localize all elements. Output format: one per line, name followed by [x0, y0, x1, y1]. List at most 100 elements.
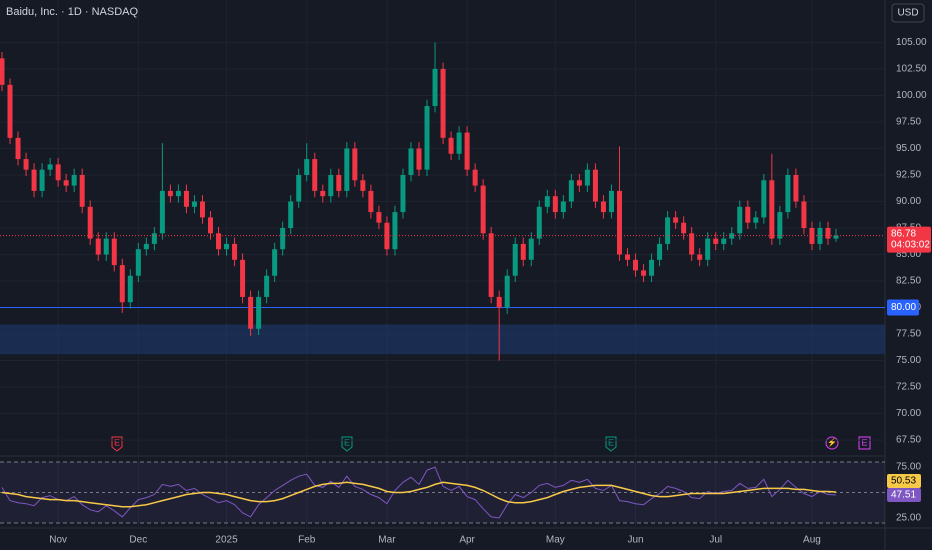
earnings-marker[interactable] [858, 436, 871, 450]
rsi-tick-label: 75.00 [896, 462, 921, 473]
events: E E E ⚡ E [111, 436, 871, 452]
candle-body [753, 217, 759, 223]
candle-body [801, 201, 807, 228]
candle-body [608, 190, 614, 213]
candle-body [496, 296, 502, 308]
candle-body [528, 238, 534, 260]
candle-body [232, 243, 238, 260]
candle-body [127, 275, 133, 303]
candle-body [769, 180, 775, 239]
dividend-marker[interactable] [825, 436, 839, 450]
candle-body [785, 174, 791, 213]
candle-body [456, 132, 462, 154]
candle-body [224, 243, 230, 250]
candle-body [657, 243, 663, 260]
candle-body [512, 243, 518, 276]
x-tick-label: Dec [129, 535, 147, 546]
candle-body [208, 217, 213, 234]
candle-body [328, 174, 334, 197]
candle-body [536, 206, 542, 239]
candle-body [336, 174, 342, 191]
candle-body [55, 164, 61, 181]
candle-body [665, 217, 671, 244]
candle-body [416, 148, 422, 170]
candle-body [809, 228, 815, 244]
candle-body [288, 201, 294, 228]
event-label[interactable]: ⚡ [827, 437, 837, 447]
candle-body [47, 164, 53, 170]
candle-body [216, 233, 222, 250]
candle-body [697, 254, 703, 260]
x-tick-label: Nov [49, 535, 67, 546]
y-tick-label: 67.50 [896, 435, 921, 446]
currency-button[interactable] [891, 3, 925, 23]
rsi-tick-label: 25.00 [896, 513, 921, 524]
event-label[interactable]: E [608, 437, 614, 447]
candle-body [504, 275, 510, 308]
candle-body [119, 265, 125, 303]
candle-body [304, 159, 310, 175]
candle-body [344, 148, 350, 191]
y-tick-label: 95.00 [896, 143, 921, 154]
currency[interactable]: USD [897, 8, 918, 19]
candle-body [440, 68, 446, 138]
candle-body [737, 206, 743, 234]
candle-body [641, 270, 647, 276]
candle-body [143, 243, 149, 250]
x-tick-label: Feb [298, 535, 316, 546]
event-label[interactable]: E [114, 437, 120, 447]
candle-body [39, 169, 45, 191]
y-tick-label: 72.50 [896, 382, 921, 393]
candle-body [87, 206, 93, 239]
candle-body [464, 132, 470, 170]
earnings-marker[interactable] [605, 436, 617, 452]
candle-body [793, 174, 799, 202]
candle-body [649, 259, 655, 276]
candle-body [199, 201, 205, 218]
earnings-marker[interactable] [111, 436, 123, 452]
rsi-value-bg [887, 474, 921, 488]
candle-body [472, 169, 478, 186]
candle-body [368, 190, 374, 213]
rsi-line [1, 481, 837, 508]
candle-body [360, 180, 366, 191]
candle-body [544, 196, 550, 207]
candle-body [408, 148, 414, 175]
x-tick-label: Mar [378, 535, 396, 546]
candle-body [713, 238, 719, 244]
hline-label-bg [887, 299, 919, 316]
earnings-marker[interactable] [341, 436, 353, 452]
event-label[interactable]: E [344, 437, 350, 447]
candle-body [552, 196, 558, 213]
y-tick-label: 77.50 [896, 329, 921, 340]
x-tick-label: 2025 [215, 535, 238, 546]
candle-body [689, 233, 695, 255]
candle-body [480, 185, 486, 234]
candle-body [264, 275, 270, 297]
candle-body [312, 159, 318, 191]
candle-body [272, 249, 278, 276]
rsi-value-label: 47.51 [891, 490, 916, 501]
candle-body [681, 222, 687, 234]
candle-body [23, 159, 29, 170]
candle-body [576, 180, 582, 186]
candle-body [167, 190, 173, 197]
candle-body [320, 190, 326, 197]
candle-body [825, 228, 831, 239]
candle-body [71, 174, 77, 186]
candle-body [159, 190, 165, 234]
x-tick-label: Jul [709, 535, 722, 546]
candle-body [0, 58, 5, 85]
candle-body [63, 180, 69, 186]
candle-body [721, 238, 727, 244]
candle-body [240, 259, 246, 297]
candle-body [777, 212, 783, 239]
event-label[interactable]: E [861, 437, 867, 447]
candle-body [135, 249, 141, 276]
candle-body [560, 201, 566, 213]
candle-body [103, 238, 109, 255]
candle-body [151, 233, 157, 244]
candle-body [384, 222, 390, 250]
candle-body [392, 212, 398, 250]
